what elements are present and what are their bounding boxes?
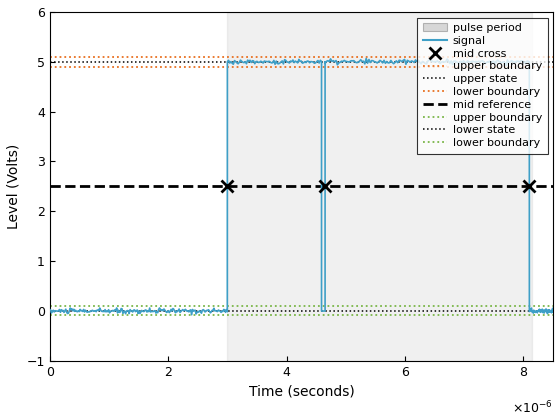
Y-axis label: Level (Volts): Level (Volts) bbox=[7, 144, 21, 229]
X-axis label: Time (seconds): Time (seconds) bbox=[249, 384, 354, 398]
Legend: pulse period, signal, mid cross, upper boundary, upper state, lower boundary, mi: pulse period, signal, mid cross, upper b… bbox=[417, 18, 548, 154]
Bar bbox=[227, 12, 533, 361]
Text: $\times10^{-6}$: $\times10^{-6}$ bbox=[512, 399, 553, 416]
